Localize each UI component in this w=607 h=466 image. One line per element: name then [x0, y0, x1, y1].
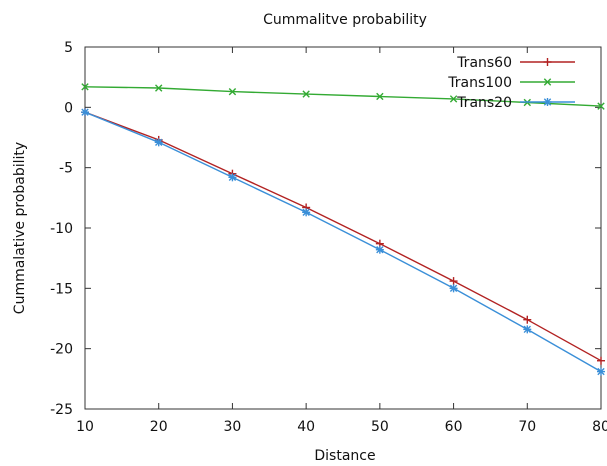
data-point-trans100	[81, 83, 89, 91]
legend-marker-trans60	[543, 58, 552, 66]
marker-stroke	[543, 78, 552, 86]
marker-stroke	[449, 95, 458, 103]
data-point-trans20	[81, 108, 89, 117]
data-point-trans20	[228, 173, 237, 182]
legend-marker-trans100	[543, 78, 552, 86]
data-point-trans20	[597, 367, 605, 376]
data-point-trans60	[523, 315, 532, 324]
marker-stroke	[449, 284, 458, 293]
marker-stroke	[228, 173, 237, 182]
marker-stroke	[543, 98, 552, 106]
data-point-trans20	[449, 284, 458, 293]
data-point-trans20	[375, 245, 384, 254]
y-tick-label: -25	[50, 402, 73, 418]
data-point-trans20	[523, 325, 532, 334]
x-tick-label: 40	[297, 419, 315, 435]
series-line-trans60	[84, 111, 602, 362]
legend-label-trans100: Trans100	[447, 75, 512, 91]
marker-stroke	[81, 83, 89, 91]
marker-stroke	[302, 208, 310, 217]
marker-stroke	[597, 367, 605, 376]
y-tick-label: 0	[64, 100, 73, 116]
data-point-trans20	[154, 138, 163, 147]
data-point-trans100	[449, 95, 458, 103]
marker-stroke	[155, 138, 163, 147]
marker-stroke	[228, 87, 237, 96]
x-tick-label: 60	[445, 419, 463, 435]
y-tick-label: -20	[50, 342, 73, 358]
x-tick-label: 30	[224, 419, 242, 435]
data-point-trans100	[228, 87, 237, 96]
y-tick-label: 5	[64, 40, 73, 56]
marker-stroke	[155, 84, 163, 92]
marker-stroke	[376, 246, 384, 254]
x-tick-label: 20	[150, 419, 168, 435]
x-tick-label: 70	[518, 419, 536, 435]
series-line-trans20	[84, 111, 602, 373]
marker-stroke	[81, 108, 89, 116]
x-tick-label: 80	[592, 419, 607, 435]
marker-stroke	[302, 90, 310, 98]
data-point-trans100	[155, 84, 163, 92]
marker-stroke	[523, 325, 531, 334]
y-axis-label: Cummalative probability	[12, 142, 28, 314]
y-tick-label: -15	[50, 281, 73, 297]
series-line-trans100	[84, 86, 602, 107]
x-tick-label: 50	[371, 419, 389, 435]
data-point-trans60	[597, 356, 605, 365]
data-point-trans100	[597, 102, 605, 110]
legend-marker-trans20	[543, 98, 552, 106]
marker-stroke	[597, 102, 605, 110]
x-tick-label: 10	[76, 419, 94, 435]
data-point-trans20	[302, 208, 311, 217]
data-point-trans60	[449, 277, 458, 286]
legend-label-trans60: Trans60	[456, 55, 512, 71]
x-axis-label: Distance	[314, 448, 375, 464]
legend-label-trans20: Trans20	[456, 95, 512, 111]
series-group	[81, 83, 605, 376]
marker-stroke	[376, 92, 384, 101]
data-point-trans100	[302, 90, 310, 98]
legend: Trans60 Trans100 Trans20	[447, 55, 575, 111]
chart-title: Cummalitve probability	[263, 12, 427, 28]
y-tick-label: -5	[59, 161, 73, 177]
data-point-trans100	[376, 92, 384, 101]
y-tick-label: -10	[50, 221, 73, 237]
